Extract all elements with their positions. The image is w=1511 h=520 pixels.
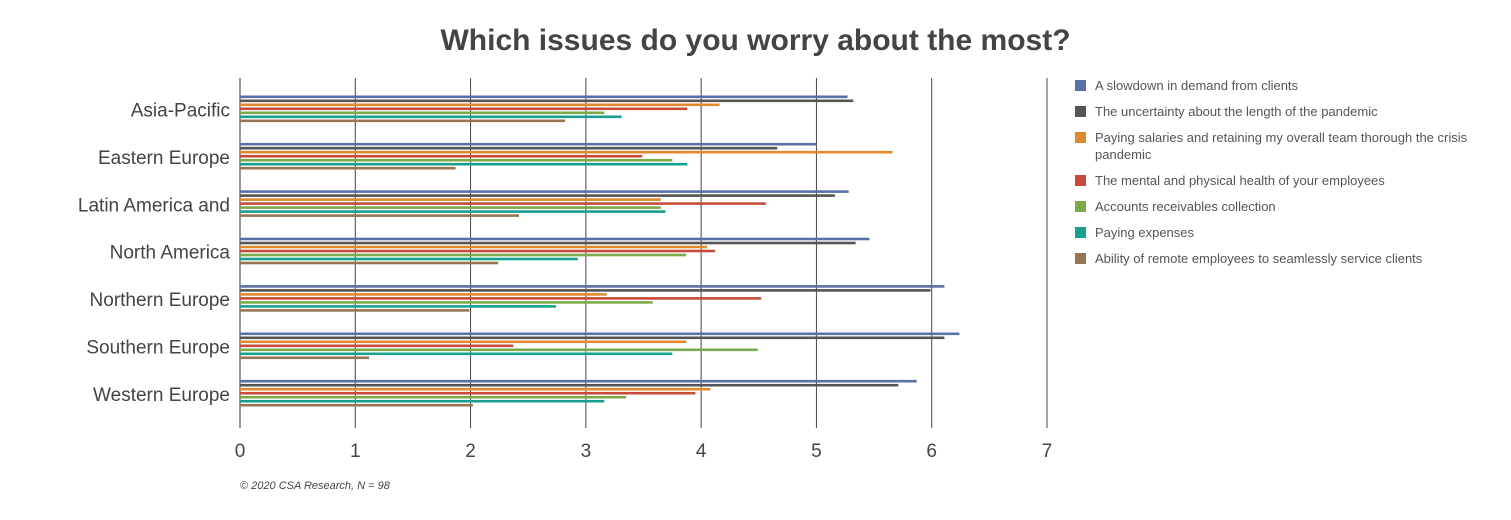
- category-label: Eastern Europe: [98, 148, 230, 169]
- bar: [240, 348, 758, 352]
- legend-label: A slowdown in demand from clients: [1095, 78, 1299, 93]
- bar: [240, 214, 519, 217]
- bar: [240, 249, 715, 253]
- bar: [240, 309, 470, 312]
- legend-swatch: [1075, 253, 1086, 264]
- legend-swatch: [1075, 132, 1086, 143]
- legend-swatch: [1075, 201, 1086, 212]
- x-tick-label: 5: [811, 441, 822, 462]
- bar: [240, 166, 456, 170]
- bar: [240, 301, 653, 304]
- legend-swatch: [1075, 227, 1086, 238]
- legend-item: Ability of remote employees to seamlessl…: [1075, 250, 1485, 267]
- legend-label: Paying expenses: [1095, 225, 1195, 240]
- bar: [240, 111, 605, 115]
- bar: [240, 103, 720, 107]
- x-tick-label: 3: [581, 441, 592, 462]
- legend-label: Paying salaries and retaining my overall…: [1095, 130, 1468, 162]
- bar: [240, 391, 696, 395]
- bar: [240, 154, 643, 158]
- bar: [240, 245, 707, 249]
- x-tick-label: 6: [926, 441, 937, 462]
- x-tick-label: 0: [235, 441, 246, 462]
- bar: [240, 285, 945, 288]
- bar: [240, 379, 917, 383]
- chart-footnote: © 2020 CSA Research, N = 98: [240, 480, 390, 492]
- bar: [240, 190, 849, 193]
- legend-item: The uncertainty about the length of the …: [1075, 103, 1485, 120]
- bar: [240, 150, 893, 154]
- bar: [240, 107, 688, 111]
- x-tick-labels: 0 1 2 3 4 5 6 7: [235, 441, 1053, 462]
- category-label: Asia-Pacific: [131, 101, 230, 122]
- legend-swatch: [1075, 175, 1086, 186]
- bar: [240, 336, 945, 340]
- bar: [240, 261, 499, 265]
- bar: [240, 403, 473, 407]
- bar: [240, 237, 870, 241]
- bar: [240, 202, 766, 205]
- bar: [240, 198, 661, 201]
- bar: [240, 241, 856, 245]
- category-label: Latin America and: [78, 195, 230, 216]
- category-label: Southern Europe: [86, 338, 230, 359]
- bar: [240, 297, 762, 300]
- bar: [240, 332, 960, 336]
- gridlines: [239, 78, 1048, 428]
- bar: [240, 289, 931, 292]
- legend: A slowdown in demand from clients The unc…: [1075, 77, 1485, 276]
- x-tick-label: 2: [465, 441, 476, 462]
- legend-item: A slowdown in demand from clients: [1075, 77, 1485, 94]
- legend-item: Accounts receivables collection: [1075, 198, 1485, 215]
- bar: [240, 210, 666, 213]
- bar: [240, 253, 687, 257]
- bar: [240, 340, 687, 344]
- category-labels: Asia-Pacific Eastern Europe Latin America …: [78, 101, 231, 406]
- bar: [240, 146, 778, 150]
- legend-item: The mental and physical health of your e…: [1075, 172, 1485, 189]
- legend-swatch: [1075, 106, 1086, 117]
- legend-label: Ability of remote employees to seamlessl…: [1095, 251, 1423, 266]
- x-tick-label: 1: [350, 441, 361, 462]
- bar: [240, 142, 817, 146]
- bar: [240, 387, 711, 391]
- bar: [240, 383, 899, 387]
- bar: [240, 305, 556, 308]
- category-label: Western Europe: [93, 385, 230, 406]
- bar: [240, 115, 622, 119]
- bar: [240, 99, 854, 103]
- bar: [240, 352, 673, 356]
- bar: [240, 293, 607, 296]
- legend-label: The uncertainty about the length of the …: [1095, 104, 1378, 119]
- bar: [240, 395, 627, 399]
- category-label: North America: [110, 243, 231, 264]
- legend-item: Paying expenses: [1075, 224, 1485, 241]
- bar: [240, 399, 605, 403]
- legend-item: Paying salaries and retaining my overall…: [1075, 129, 1485, 163]
- bars: [240, 95, 960, 407]
- bar: [240, 95, 848, 99]
- legend-swatch: [1075, 80, 1086, 91]
- x-tick-label: 4: [696, 441, 707, 462]
- bar: [240, 119, 566, 123]
- bar: [240, 257, 578, 261]
- x-tick-label: 7: [1042, 441, 1053, 462]
- bar: [240, 206, 661, 209]
- bar: [240, 344, 514, 348]
- bar: [240, 158, 673, 162]
- bar: [240, 356, 370, 360]
- legend-label: Accounts receivables collection: [1095, 199, 1276, 214]
- chart-title: Which issues do you worry about the most…: [440, 24, 1071, 57]
- bar: [240, 194, 835, 197]
- legend-label: The mental and physical health of your e…: [1095, 173, 1385, 188]
- bar: [240, 162, 688, 166]
- category-label: Northern Europe: [90, 290, 230, 311]
